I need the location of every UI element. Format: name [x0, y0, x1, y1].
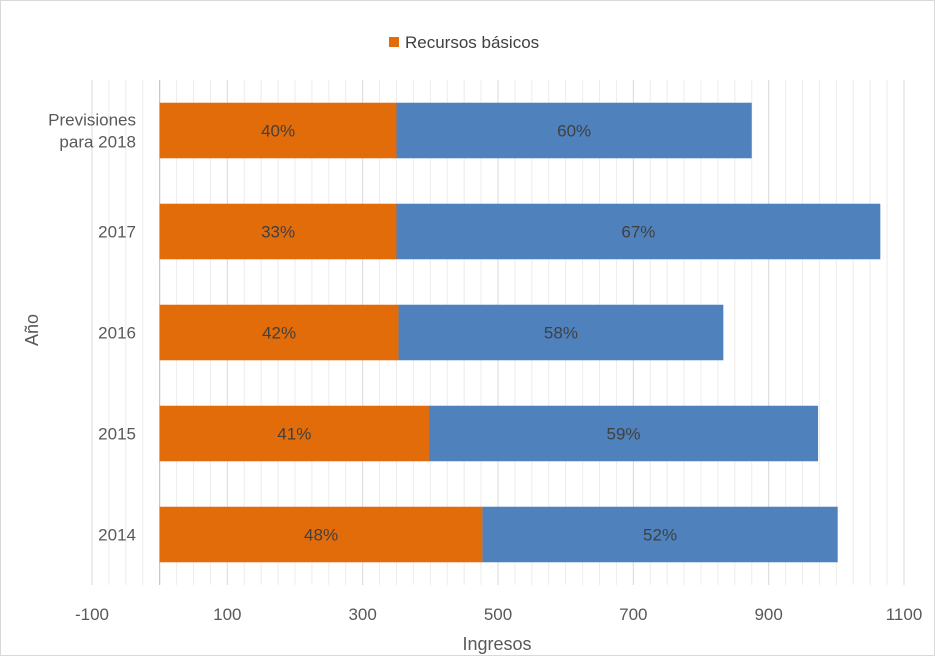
bar-segment-other — [396, 203, 881, 260]
bar-segment-recursos-basicos — [159, 203, 397, 260]
bar-data-label: 59% — [607, 425, 641, 444]
bar-data-label: 41% — [277, 425, 311, 444]
x-tick-label: 1100 — [886, 605, 923, 624]
bar-data-label: 58% — [544, 324, 578, 343]
legend-label-recursos-basicos: Recursos básicos — [405, 33, 539, 52]
x-axis-title: Ingresos — [462, 634, 531, 654]
bar-data-label: 42% — [262, 324, 296, 343]
bar-segment-recursos-basicos — [159, 506, 483, 563]
category-label: Previsiones para 2018 — [48, 111, 136, 152]
x-tick-label: 300 — [348, 605, 376, 624]
category-label: 2015 — [98, 425, 136, 444]
category-label: 2017 — [98, 223, 136, 242]
bar-segment-recursos-basicos — [159, 405, 429, 462]
bar-segment-other — [396, 102, 752, 159]
bar-data-label: 48% — [304, 526, 338, 545]
x-tick-label: 900 — [754, 605, 782, 624]
bar-segment-other — [428, 405, 819, 462]
bar-data-label: 40% — [261, 122, 295, 141]
bar-data-label: 67% — [621, 223, 655, 242]
bar-data-label: 60% — [557, 122, 591, 141]
category-labels: Previsiones para 2018 2017 2016 2015 2014 — [48, 111, 136, 545]
bar-series: 40% 60% 33% 67% 42% 58% 41% 59% 48% 52% — [159, 102, 881, 563]
category-label: 2016 — [98, 324, 136, 343]
y-axis-title: Año — [22, 314, 42, 346]
bar-segment-recursos-basicos — [159, 102, 397, 159]
legend: Recursos básicos — [389, 33, 539, 52]
x-tick-labels: -100 100 300 500 700 900 1100 — [75, 605, 922, 624]
x-tick-label: 500 — [484, 605, 512, 624]
bar-data-label: 52% — [643, 526, 677, 545]
bar-segment-other — [482, 506, 838, 563]
legend-swatch-recursos-basicos — [389, 37, 399, 47]
bar-data-label: 33% — [261, 223, 295, 242]
x-tick-label: -100 — [75, 605, 109, 624]
x-tick-label: 100 — [213, 605, 241, 624]
bar-segment-recursos-basicos — [159, 304, 399, 361]
bar-segment-other — [398, 304, 724, 361]
x-tick-label: 700 — [619, 605, 647, 624]
category-label: 2014 — [98, 526, 136, 545]
